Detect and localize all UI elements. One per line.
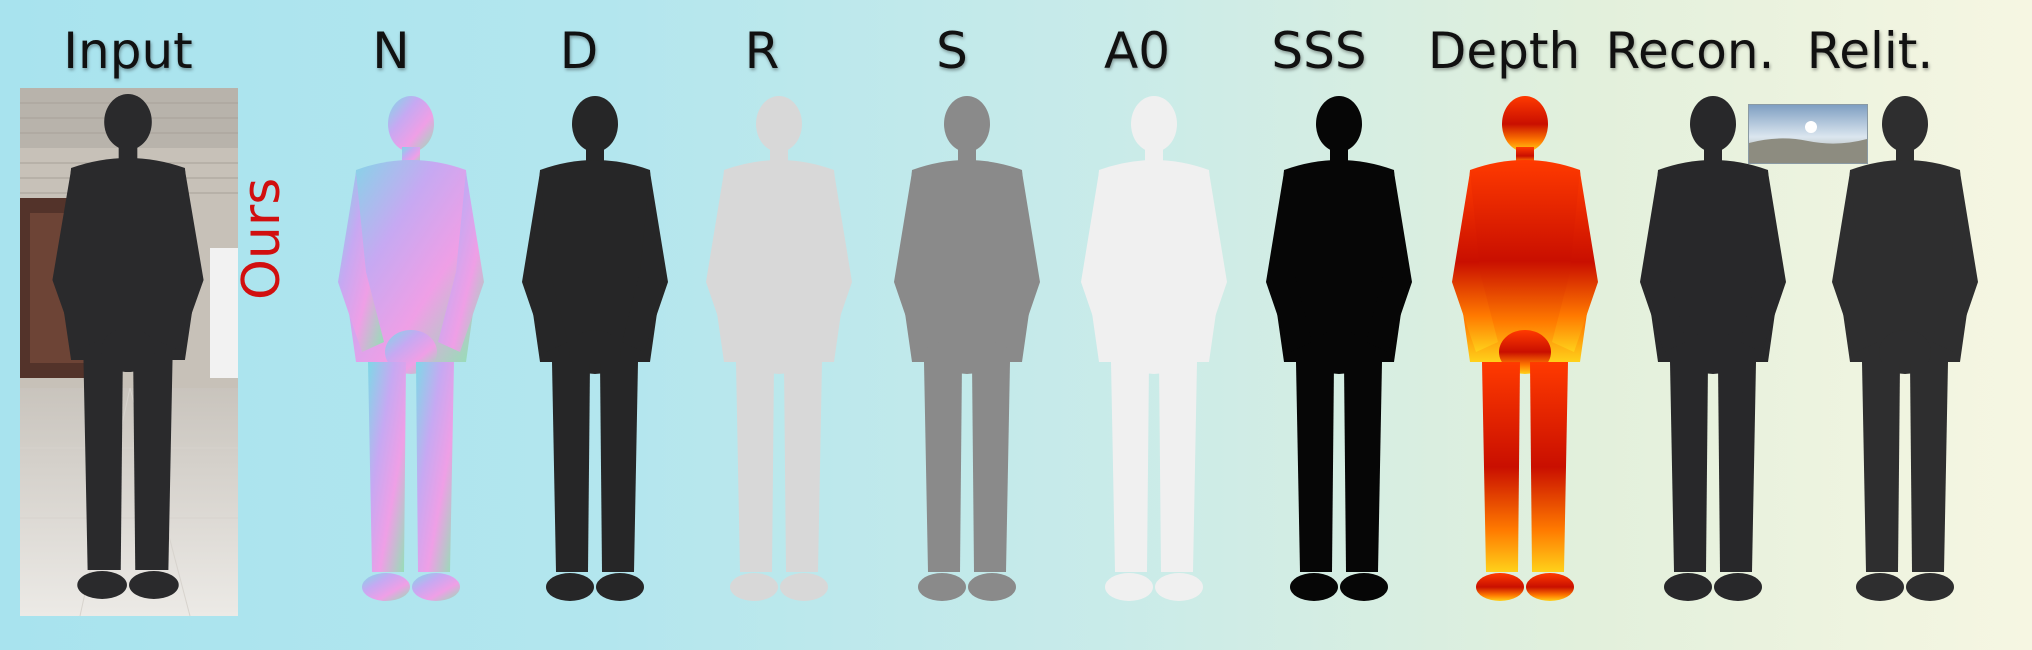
environment-map-thumbnail <box>1748 104 1868 164</box>
panel-subsurface <box>1254 92 1424 622</box>
panel-relit <box>1820 92 1990 622</box>
panel-roughness <box>694 92 864 622</box>
panel-diffuse <box>510 92 680 622</box>
label-depth: Depth <box>1427 22 1581 80</box>
panel-specular <box>882 92 1052 622</box>
panel-depth <box>1440 92 1610 622</box>
label-specular: S <box>936 22 968 80</box>
label-subsurface: SSS <box>1271 22 1367 80</box>
label-relit: Relit. <box>1806 22 1934 80</box>
label-normal: N <box>372 22 410 80</box>
panel-input <box>40 90 216 620</box>
label-diffuse: D <box>559 22 599 80</box>
panel-normal <box>326 92 496 622</box>
row-label: Ours <box>232 177 292 300</box>
label-reconstruction: Recon. <box>1605 22 1775 80</box>
label-roughness: R <box>744 22 780 80</box>
panel-reconstruction <box>1628 92 1798 622</box>
panel-ambient-occlusion <box>1069 92 1239 622</box>
label-ambient-occlusion: A0 <box>1103 22 1170 80</box>
label-input: Input <box>63 22 193 80</box>
